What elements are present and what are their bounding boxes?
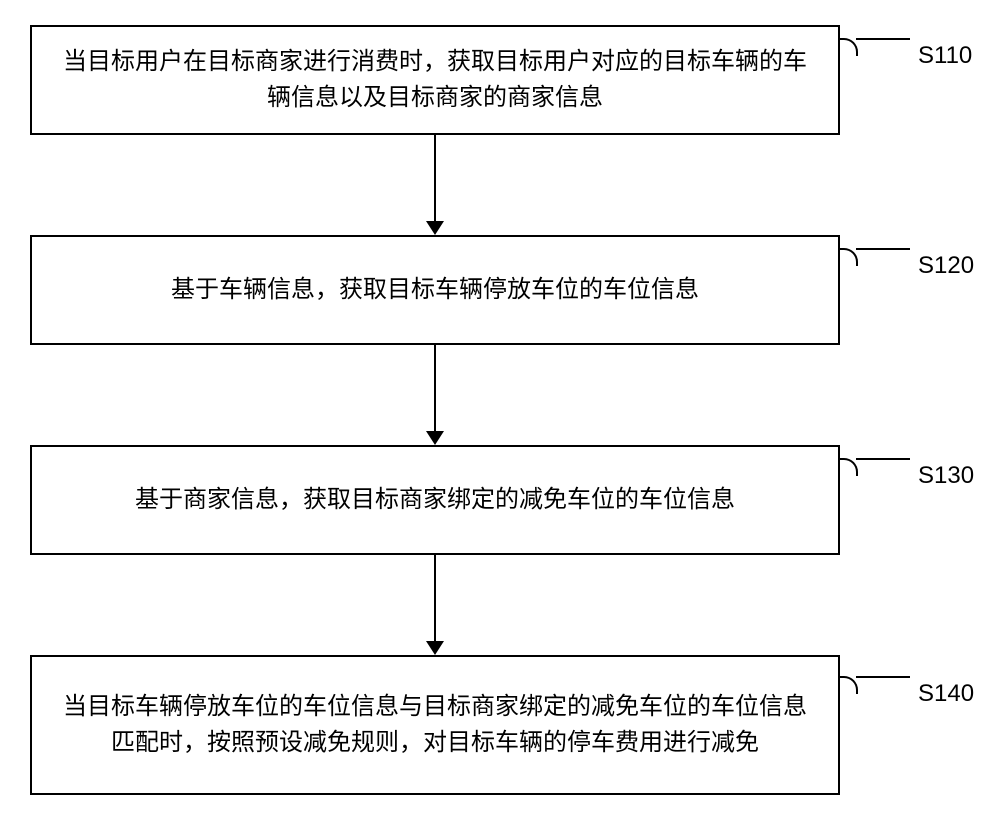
label-bracket [840,248,910,288]
arrow-down-icon [426,221,444,235]
step-box-s110: 当目标用户在目标商家进行消费时，获取目标用户对应的目标车辆的车辆信息以及目标商家… [30,25,840,135]
flowchart-canvas: 当目标用户在目标商家进行消费时，获取目标用户对应的目标车辆的车辆信息以及目标商家… [0,0,1000,826]
step-label-s140: S140 [918,680,974,708]
step-label-s120: S120 [918,252,974,280]
step-box-s140: 当目标车辆停放车位的车位信息与目标商家绑定的减免车位的车位信息匹配时，按照预设减… [30,655,840,795]
label-bracket [840,38,910,78]
step-text: 当目标车辆停放车位的车位信息与目标商家绑定的减免车位的车位信息匹配时，按照预设减… [52,689,818,761]
arrow-down-icon [426,431,444,445]
step-text: 当目标用户在目标商家进行消费时，获取目标用户对应的目标车辆的车辆信息以及目标商家… [52,44,818,116]
step-text: 基于商家信息，获取目标商家绑定的减免车位的车位信息 [135,482,735,518]
step-box-s120: 基于车辆信息，获取目标车辆停放车位的车位信息 [30,235,840,345]
label-bracket [840,676,910,716]
step-label-text: S120 [918,252,974,279]
step-label-text: S110 [918,42,972,69]
step-box-s130: 基于商家信息，获取目标商家绑定的减免车位的车位信息 [30,445,840,555]
step-label-text: S140 [918,680,974,707]
connector-line [434,345,436,431]
step-label-text: S130 [918,462,974,489]
step-label-s110: S110 [918,42,972,70]
arrow-down-icon [426,641,444,655]
connector-line [434,555,436,641]
step-text: 基于车辆信息，获取目标车辆停放车位的车位信息 [171,272,699,308]
label-bracket [840,458,910,498]
connector-line [434,135,436,221]
step-label-s130: S130 [918,462,974,490]
